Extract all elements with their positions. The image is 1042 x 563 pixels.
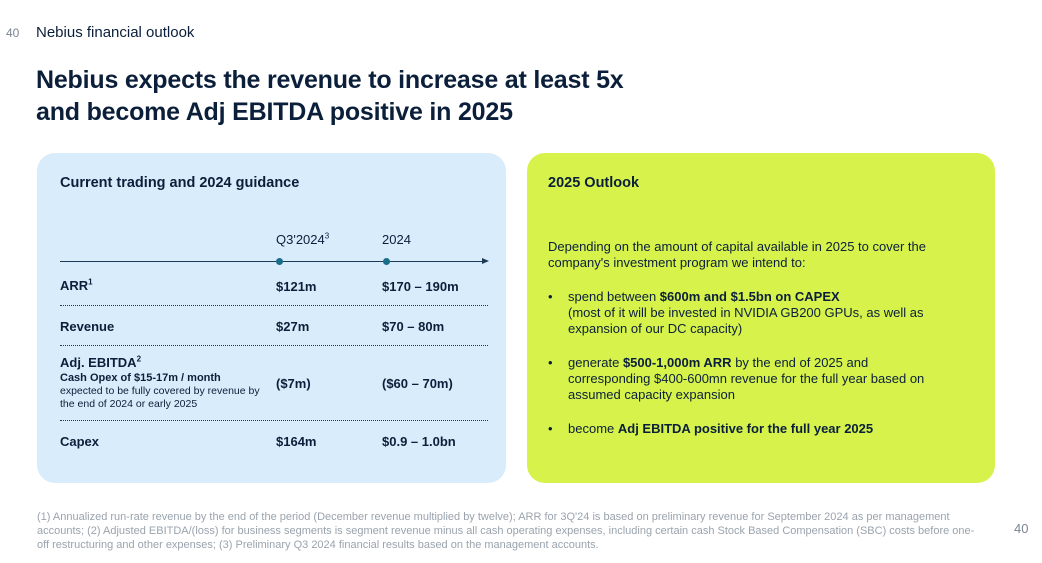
slide-title-line-1: Nebius expects the revenue to increase a… <box>36 66 624 94</box>
footnotes: (1) Annualized run-rate revenue by the e… <box>37 511 975 551</box>
revenue-q3-value: $27m <box>276 319 310 334</box>
row-label-adj-ebitda-text: Adj. EBITDA <box>60 355 137 370</box>
page-number-bottom: 40 <box>1014 521 1029 536</box>
section-title: Nebius financial outlook <box>36 24 195 41</box>
bullet-text: spend between $600m and $1.5bn on CAPEX(… <box>568 289 938 337</box>
current-trading-heading: Current trading and 2024 guidance <box>60 175 300 191</box>
row-divider <box>60 420 488 421</box>
bullet-icon: • <box>548 355 553 370</box>
row-label-arr: ARR1 <box>60 278 93 293</box>
timeline-dot-q3 <box>276 258 283 265</box>
column-header-2024: 2024 <box>382 232 411 247</box>
page-number-top: 40 <box>6 26 20 40</box>
capex-q3-value: $164m <box>276 434 317 449</box>
bullet-text: become Adj EBITDA positive for the full … <box>568 421 938 437</box>
ebitda-2024-value: ($60 – 70m) <box>382 376 453 391</box>
footnote-ref-3: 3 <box>324 231 330 241</box>
outlook-intro-text: Depending on the amount of capital avail… <box>548 239 926 270</box>
outlook-2025-panel <box>527 153 995 483</box>
bullet-icon: • <box>548 289 553 304</box>
revenue-2024-value: $70 – 80m <box>382 319 445 334</box>
timeline-line <box>60 261 484 262</box>
slide-title: Nebius expects the revenue to increase a… <box>36 64 796 128</box>
ebitda-cash-opex-note: Cash Opex of $15-17m / month <box>60 372 221 384</box>
bullet-text-bold: $500-1,000m ARR <box>622 355 732 370</box>
slide-title-line-2: and become Adj EBITDA positive in 2025 <box>36 98 513 126</box>
row-label-revenue: Revenue <box>60 319 115 334</box>
bullet-text-bold: Adj EBITDA positive for the full year 20… <box>617 421 874 436</box>
current-trading-panel <box>37 153 506 483</box>
column-header-q3-2024: Q3'20243 <box>276 232 329 247</box>
row-label-arr-text: ARR <box>60 278 89 293</box>
bullet-text-pre: spend between <box>568 289 660 304</box>
ebitda-q3-value: ($7m) <box>276 376 311 391</box>
row-divider <box>60 345 488 346</box>
footnote-ref-2: 2 <box>136 354 142 364</box>
bullet-text-bold: $600m and $1.5bn on CAPEX <box>659 289 840 304</box>
bullet-text-pre: become <box>568 421 618 436</box>
row-label-adj-ebitda: Adj. EBITDA2 <box>60 355 141 370</box>
bullet-text-pre: generate <box>568 355 623 370</box>
bullet-icon: • <box>548 421 553 436</box>
bullet-text: generate $500-1,000m ARR by the end of 2… <box>568 355 938 403</box>
arr-q3-value: $121m <box>276 279 317 294</box>
row-divider <box>60 305 488 306</box>
row-label-capex: Capex <box>60 434 100 449</box>
timeline-dot-2024 <box>383 258 390 265</box>
ebitda-coverage-note: expected to be fully covered by revenue … <box>60 385 260 410</box>
capex-2024-value: $0.9 – 1.0bn <box>382 434 456 449</box>
footnote-ref-1: 1 <box>88 277 93 287</box>
arr-2024-value: $170 – 190m <box>382 279 459 294</box>
bullet-text-post: (most of it will be invested in NVIDIA G… <box>568 305 924 336</box>
bullet-text-post: by the end of 2025 and corresponding $40… <box>568 355 925 402</box>
timeline-arrow-icon <box>482 258 489 264</box>
column-header-q3-2024-text: Q3'2024 <box>276 232 325 247</box>
outlook-2025-heading: 2025 Outlook <box>548 175 640 191</box>
